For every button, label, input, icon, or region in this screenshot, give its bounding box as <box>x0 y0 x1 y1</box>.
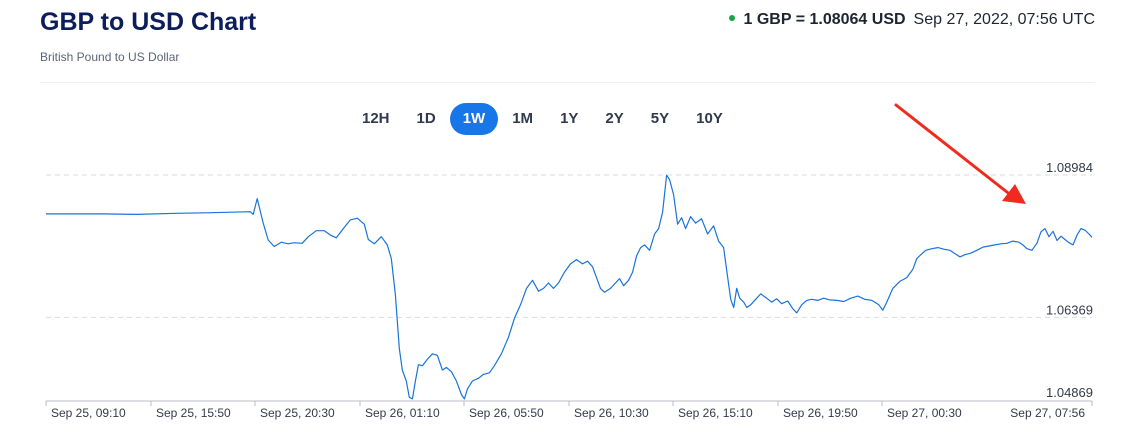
rate-value: 1 GBP = 1.08064 USD <box>743 11 906 28</box>
range-button-10y[interactable]: 10Y <box>683 103 736 135</box>
range-button-1d[interactable]: 1D <box>404 103 449 135</box>
range-button-1y[interactable]: 1Y <box>547 103 591 135</box>
range-button-2y[interactable]: 2Y <box>592 103 636 135</box>
range-button-12h[interactable]: 12H <box>349 103 403 135</box>
rate-timestamp: Sep 27, 2022, 07:56 UTC <box>913 11 1095 28</box>
x-tick-label: Sep 26, 19:50 <box>783 406 858 420</box>
x-tick-label: Sep 25, 15:50 <box>156 406 231 420</box>
annotation-arrow-shaft <box>894 103 1014 198</box>
annotation-arrow-head-icon <box>1002 184 1026 204</box>
live-status-dot-icon <box>728 14 735 21</box>
range-button-1m[interactable]: 1M <box>499 103 546 135</box>
page-subtitle: British Pound to US Dollar <box>40 50 180 64</box>
range-selector: 12H 1D 1W 1M 1Y 2Y 5Y 10Y <box>349 103 737 135</box>
page-title: GBP to USD Chart <box>40 8 257 36</box>
x-tick-label: Sep 25, 09:10 <box>51 406 126 420</box>
header-divider <box>40 82 1095 83</box>
x-tick-label: Sep 25, 20:30 <box>260 406 335 420</box>
x-tick-label: Sep 26, 15:10 <box>678 406 753 420</box>
live-rate: 1 GBP = 1.08064 USD Sep 27, 2022, 07:56 U… <box>728 11 1095 29</box>
range-button-5y[interactable]: 5Y <box>638 103 682 135</box>
x-tick-label: Sep 26, 05:50 <box>469 406 544 420</box>
range-button-1w[interactable]: 1W <box>449 103 499 135</box>
x-tick-label: Sep 27, 07:56 <box>1010 406 1085 420</box>
x-tick-label: Sep 26, 01:10 <box>365 406 440 420</box>
x-tick-label: Sep 26, 10:30 <box>574 406 649 420</box>
y-tick-label: 1.04869 <box>1046 385 1093 400</box>
series-line <box>46 174 1093 400</box>
x-tick-label: Sep 27, 00:30 <box>887 406 962 420</box>
y-tick-label: 1.06369 <box>1046 302 1093 317</box>
y-tick-label: 1.08984 <box>1046 160 1093 175</box>
